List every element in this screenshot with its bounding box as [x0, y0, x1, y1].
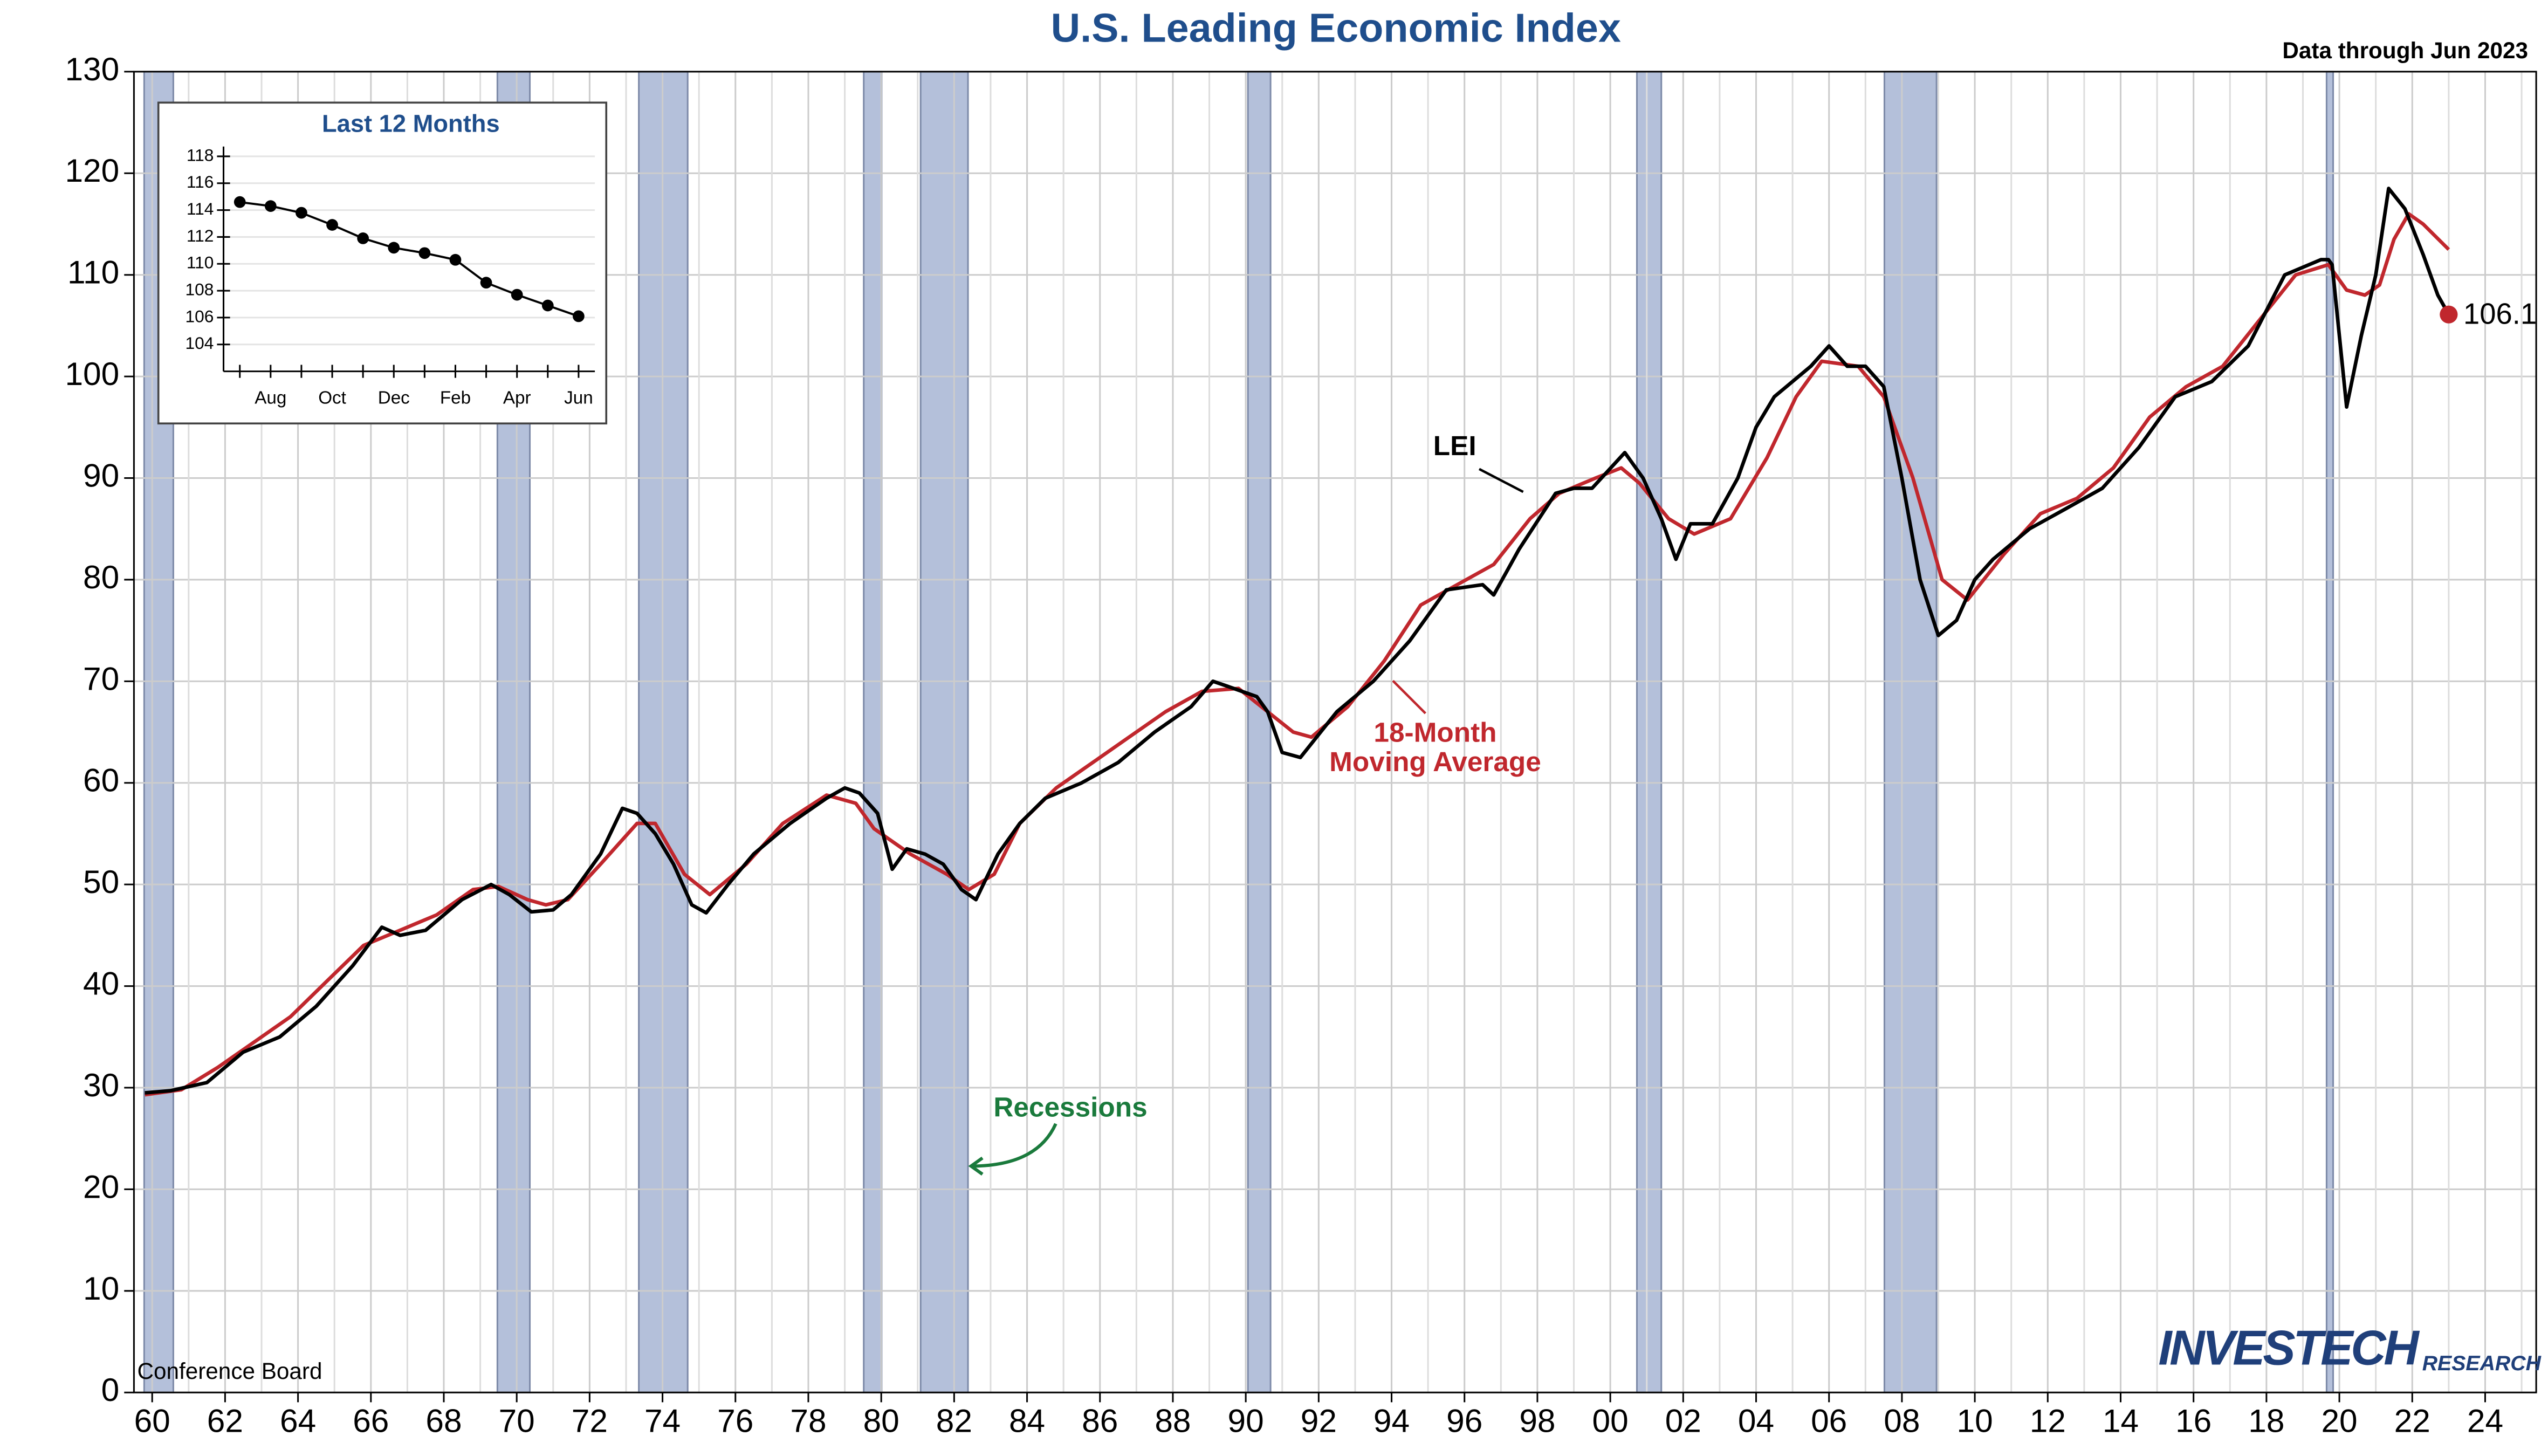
x-tick-label: Oct	[318, 388, 346, 408]
y-tick-label: 70	[83, 660, 119, 697]
x-tick-label: 10	[1957, 1403, 1993, 1439]
y-tick-label: 20	[83, 1168, 119, 1205]
y-tick-label: 114	[187, 199, 214, 218]
y-tick-label: 60	[83, 762, 119, 799]
x-tick-label: 60	[134, 1403, 170, 1439]
x-tick-label: 88	[1155, 1403, 1191, 1439]
end-label: 106.1	[2463, 298, 2537, 331]
y-tick-label: 40	[83, 965, 119, 1002]
recession-band	[1636, 71, 1663, 1393]
x-tick-label: 06	[1811, 1403, 1847, 1439]
inset: Last 12 Months 104 106 108 110 112 114 116 118 Au…	[157, 101, 608, 425]
y-tick-label: 116	[187, 172, 214, 191]
x-tick-label: Jun	[564, 388, 593, 408]
point	[264, 200, 277, 212]
x-tick-label: 04	[1738, 1403, 1774, 1439]
x-tick-label: 12	[2030, 1403, 2066, 1439]
x-tick-label: Feb	[440, 388, 471, 408]
logo: RESEARCH	[2422, 1351, 2542, 1375]
x-tick-label: 64	[280, 1403, 316, 1439]
pointer	[1478, 468, 1524, 493]
y-tick-label: 90	[83, 457, 119, 493]
pointer	[1392, 679, 1426, 715]
chart-title: U.S. Leading Economic Index	[1051, 5, 1621, 50]
annotation: Recessions	[993, 1091, 1147, 1122]
x-tick-label: 22	[2394, 1403, 2430, 1439]
x-tick-label: 90	[1228, 1403, 1264, 1439]
point	[573, 310, 585, 322]
annotation: Moving Average	[1329, 746, 1541, 777]
x-tick-label: 24	[2467, 1403, 2503, 1439]
recession-band	[1883, 71, 1938, 1393]
end-point	[2440, 305, 2458, 324]
point	[233, 196, 246, 208]
x-tick-label: 68	[425, 1403, 462, 1439]
recession-band	[919, 71, 969, 1393]
y-tick-label: 110	[187, 253, 214, 272]
x-tick-label: 70	[499, 1403, 535, 1439]
x-tick-label: 82	[936, 1403, 972, 1439]
y-tick-label: 106	[185, 306, 214, 326]
plot: 0 10 20 30 40 50 60 70 80 90 100 110 120 130 60 62 64 66 6…	[65, 51, 2542, 1439]
x-tick-label: Dec	[378, 388, 410, 408]
x-tick-label: 86	[1082, 1403, 1118, 1439]
x-tick-label: 66	[353, 1403, 389, 1439]
x-tick-label: 76	[717, 1403, 753, 1439]
subtitle: Data through Jun 2023	[2282, 38, 2528, 63]
series-line	[145, 187, 2450, 1095]
x-tick-label: 94	[1373, 1403, 1410, 1439]
y-tick-label: 10	[83, 1270, 119, 1307]
point	[388, 242, 400, 254]
y-tick-label: 108	[185, 279, 214, 299]
point	[418, 247, 431, 259]
x-tick-label: 84	[1009, 1403, 1045, 1439]
source: Conference Board	[137, 1358, 322, 1384]
inset-title: Last 12 Months	[322, 110, 500, 138]
x-tick-label: 78	[790, 1403, 826, 1439]
x-tick-label: 62	[207, 1403, 243, 1439]
x-tick-label: 02	[1665, 1403, 1701, 1439]
x-tick-label: 00	[1592, 1403, 1629, 1439]
plot-frame	[133, 71, 2537, 1393]
x-tick-label: 08	[1884, 1403, 1920, 1439]
y-tick-label: 80	[83, 559, 119, 595]
x-tick-label: 96	[1446, 1403, 1482, 1439]
y-tick-label: 120	[65, 152, 119, 189]
x-tick-label: Aug	[255, 388, 286, 408]
annotation: LEI	[1433, 430, 1476, 461]
y-tick-label: 112	[187, 226, 214, 245]
logo: INVESTECH	[2158, 1321, 2420, 1376]
point	[511, 289, 523, 301]
x-tick-label: 92	[1301, 1403, 1337, 1439]
y-tick-label: 130	[65, 51, 119, 87]
annotation: 18-Month	[1373, 717, 1496, 748]
x-tick-label: 20	[2321, 1403, 2357, 1439]
y-tick-label: 30	[83, 1067, 119, 1103]
point	[480, 277, 492, 289]
point	[296, 207, 307, 219]
y-tick-label: 118	[187, 145, 214, 164]
y-tick-label: 104	[185, 333, 214, 353]
y-tick-label: 0	[101, 1371, 120, 1408]
x-tick-label: 16	[2175, 1403, 2212, 1439]
point	[357, 232, 369, 244]
y-tick-label: 100	[65, 355, 119, 392]
point	[541, 299, 554, 312]
recession-band	[1247, 71, 1272, 1393]
y-tick-label: 110	[67, 254, 119, 291]
arrow	[971, 1123, 1057, 1168]
x-tick-label: Apr	[503, 388, 531, 408]
point	[326, 219, 338, 231]
x-tick-label: 72	[572, 1403, 608, 1439]
x-tick-label: 74	[644, 1403, 681, 1439]
x-tick-label: 14	[2103, 1403, 2139, 1439]
arrowhead	[968, 1156, 984, 1176]
x-tick-label: 80	[863, 1403, 899, 1439]
point	[449, 253, 462, 266]
x-tick-label: 98	[1519, 1403, 1555, 1439]
x-tick-label: 18	[2248, 1403, 2284, 1439]
y-tick-label: 50	[83, 863, 119, 900]
recession-band	[863, 71, 883, 1393]
